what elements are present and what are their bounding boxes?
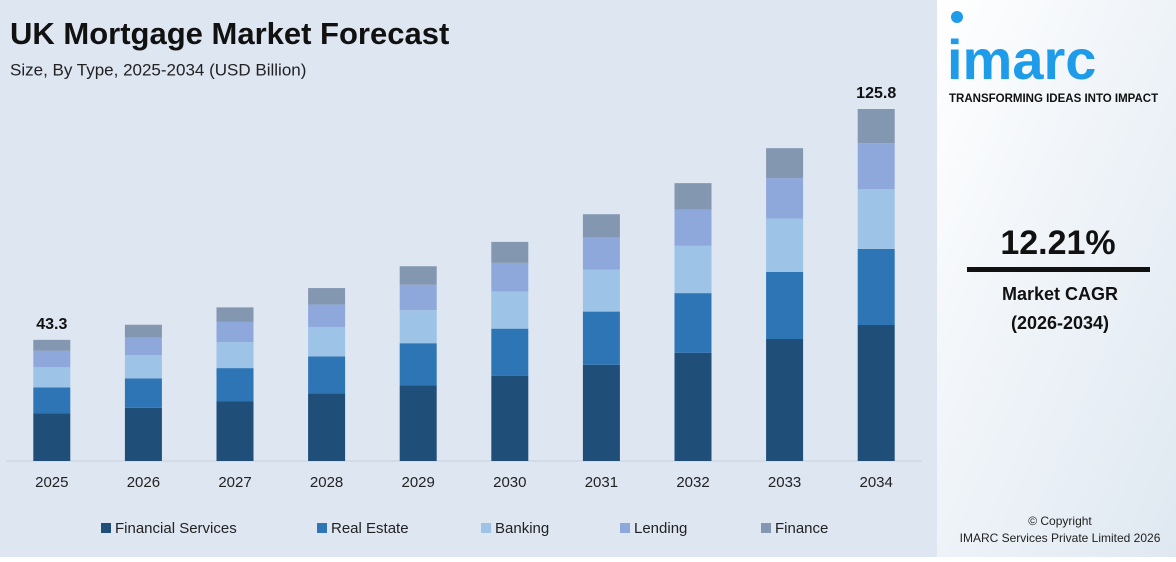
bar-segment	[674, 293, 712, 353]
tagline: TRANSFORMING IDEAS INTO IMPACT	[949, 93, 1158, 105]
bar-segment	[766, 148, 804, 179]
bar-segment	[124, 407, 162, 461]
bar-segment	[766, 178, 804, 219]
bar-segment	[491, 328, 529, 376]
bar-segment	[582, 269, 620, 312]
legend-label: Lending	[634, 520, 687, 537]
logo-dot	[951, 11, 963, 23]
legend-swatch	[620, 523, 630, 533]
legend-swatch	[761, 523, 771, 533]
bar-segment	[766, 218, 804, 272]
bar-segment	[308, 393, 346, 461]
x-tick-label: 2033	[768, 474, 801, 491]
bar-segment	[216, 342, 254, 369]
bar-segment	[674, 209, 712, 246]
bar-segment	[674, 352, 712, 461]
bar-segment	[582, 214, 620, 238]
x-tick-label: 2027	[218, 474, 251, 491]
bar-segment	[766, 271, 804, 340]
legend-label: Finance	[775, 520, 828, 537]
bar-segment	[766, 339, 804, 461]
legend-label: Financial Services	[115, 520, 237, 537]
bar-segment	[308, 356, 346, 394]
bar-segment	[857, 325, 895, 461]
bar-segment	[399, 266, 437, 285]
bar-segment	[33, 387, 71, 414]
bar-segment	[491, 241, 529, 263]
x-tick-label: 2026	[127, 474, 160, 491]
bar-segment	[491, 262, 529, 292]
x-tick-label: 2028	[310, 474, 343, 491]
logo: imarc	[947, 28, 1096, 91]
chart-subtitle: Size, By Type, 2025-2034 (USD Billion)	[10, 60, 306, 79]
bar-segment	[33, 339, 71, 351]
bar-segment	[582, 364, 620, 461]
total-label: 125.8	[856, 85, 896, 102]
chart-title: UK Mortgage Market Forecast	[10, 16, 449, 51]
cagr-period: (2026-2034)	[1011, 313, 1109, 333]
sidebar-background	[937, 0, 1176, 557]
bar-segment	[582, 311, 620, 365]
bar-segment	[308, 326, 346, 357]
legend-label: Banking	[495, 520, 549, 537]
legend-swatch	[101, 523, 111, 533]
bar-segment	[399, 284, 437, 311]
bar-segment	[857, 248, 895, 326]
bar-segment	[857, 109, 895, 144]
bar-segment	[582, 237, 620, 270]
cagr-value: 12.21%	[1000, 224, 1115, 262]
company: IMARC Services Private Limited 2026	[960, 531, 1161, 545]
bar-segment	[399, 343, 437, 386]
legend-swatch	[481, 523, 491, 533]
x-tick-label: 2032	[676, 474, 709, 491]
bar-segment	[216, 401, 254, 461]
bar-segment	[124, 337, 162, 356]
legend-label: Real Estate	[331, 520, 409, 537]
x-tick-label: 2031	[585, 474, 618, 491]
bar-segment	[491, 291, 529, 329]
x-tick-label: 2030	[493, 474, 526, 491]
bar-segment	[124, 324, 162, 338]
bar-segment	[33, 367, 71, 388]
copyright: © Copyright	[1028, 514, 1092, 528]
bar-segment	[124, 378, 162, 408]
bar-segment	[216, 321, 254, 343]
bar-segment	[124, 355, 162, 379]
bar-segment	[399, 310, 437, 344]
legend-swatch	[317, 523, 327, 533]
bar-segment	[857, 189, 895, 249]
bar-segment	[308, 288, 346, 305]
x-tick-label: 2034	[860, 474, 893, 491]
x-tick-label: 2029	[402, 474, 435, 491]
bar-segment	[857, 143, 895, 190]
bar-segment	[216, 307, 254, 322]
bar-segment	[399, 385, 437, 461]
bar-segment	[674, 245, 712, 294]
cagr-rule	[967, 267, 1150, 272]
total-label: 43.3	[36, 316, 67, 333]
bar-segment	[33, 413, 71, 461]
bar-segment	[674, 183, 712, 210]
cagr-label: Market CAGR	[1002, 284, 1118, 304]
bar-segment	[308, 304, 346, 327]
bar-segment	[491, 375, 529, 461]
bar-segment	[216, 368, 254, 402]
bar-segment	[33, 350, 71, 368]
x-tick-label: 2025	[35, 474, 68, 491]
